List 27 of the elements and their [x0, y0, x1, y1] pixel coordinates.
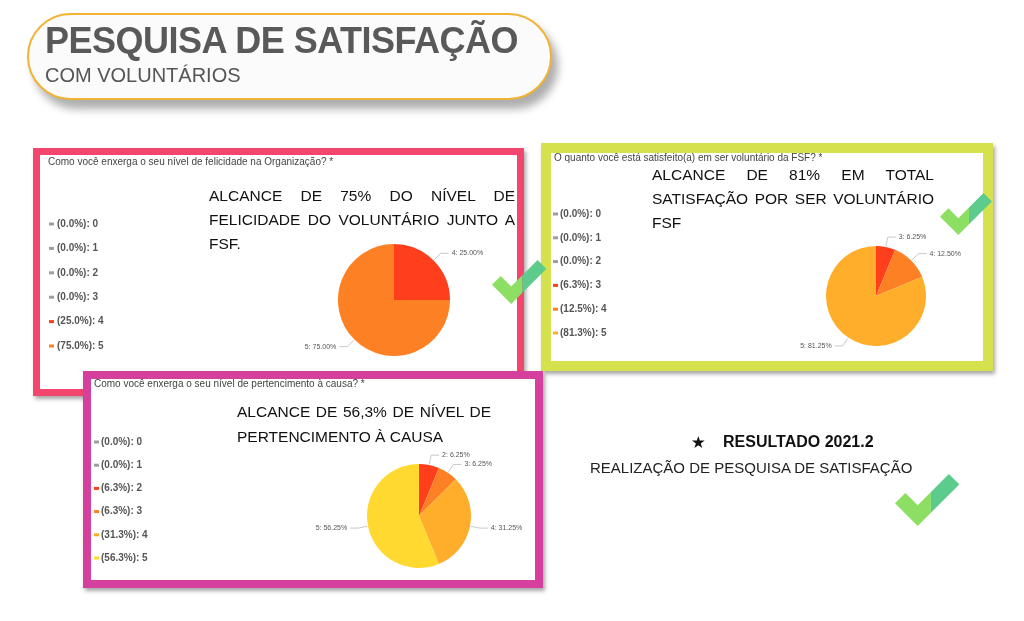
legend-label: (0.0%): 3 — [57, 290, 99, 302]
legend-label: (6.3%): 2 — [101, 482, 143, 494]
legend-label: (0.0%): 0 — [560, 207, 602, 219]
legend-label: (81.3%): 5 — [560, 326, 608, 338]
text: ALCANCE DE 56,3% DE NÍVEL DE PERTENCIMENTO À CAUSA — [237, 402, 491, 447]
chart-title: Como você enxerga o seu nível de felicidade na Organização? * — [48, 155, 334, 167]
text: RESULTADO 2021.2 — [723, 432, 874, 452]
legend-label: (12.5%): 4 — [560, 302, 608, 314]
legend-label: (0.0%): 1 — [101, 458, 143, 470]
legend-label: (6.3%): 3 — [101, 505, 143, 517]
text: ALCANCE DE 81% EM TOTAL SATISFAÇÃO POR SER VOLUNTÁRIO FSF — [652, 165, 934, 233]
text: REALIZAÇÃO DE PESQUISA DE SATISFAÇÃO — [590, 458, 913, 478]
legend-label: (56.3%): 5 — [101, 551, 149, 563]
text: PESQUISA DE SATISFAÇÃO — [45, 20, 519, 61]
chart-title: Como você enxerga o seu nível de pertencimento à causa? * — [94, 377, 365, 389]
legend-label: (6.3%): 3 — [560, 279, 602, 291]
legend-label: (0.0%): 1 — [57, 242, 99, 254]
legend-label: (0.0%): 1 — [560, 231, 602, 243]
legend-label: (0.0%): 2 — [560, 255, 602, 267]
legend-label: (0.0%): 0 — [101, 435, 143, 447]
chart-title: O quanto você está satisfeito(a) em ser voluntário da FSF? * — [554, 151, 823, 163]
legend-label: (25.0%): 4 — [57, 315, 105, 327]
legend-label: (75.0%): 5 — [57, 339, 105, 351]
legend-label: (0.0%): 0 — [57, 217, 99, 229]
text: COM VOLUNTÁRIOS — [45, 64, 241, 86]
legend-label: (0.0%): 2 — [57, 266, 99, 278]
legend-label: (31.3%): 4 — [101, 528, 149, 540]
